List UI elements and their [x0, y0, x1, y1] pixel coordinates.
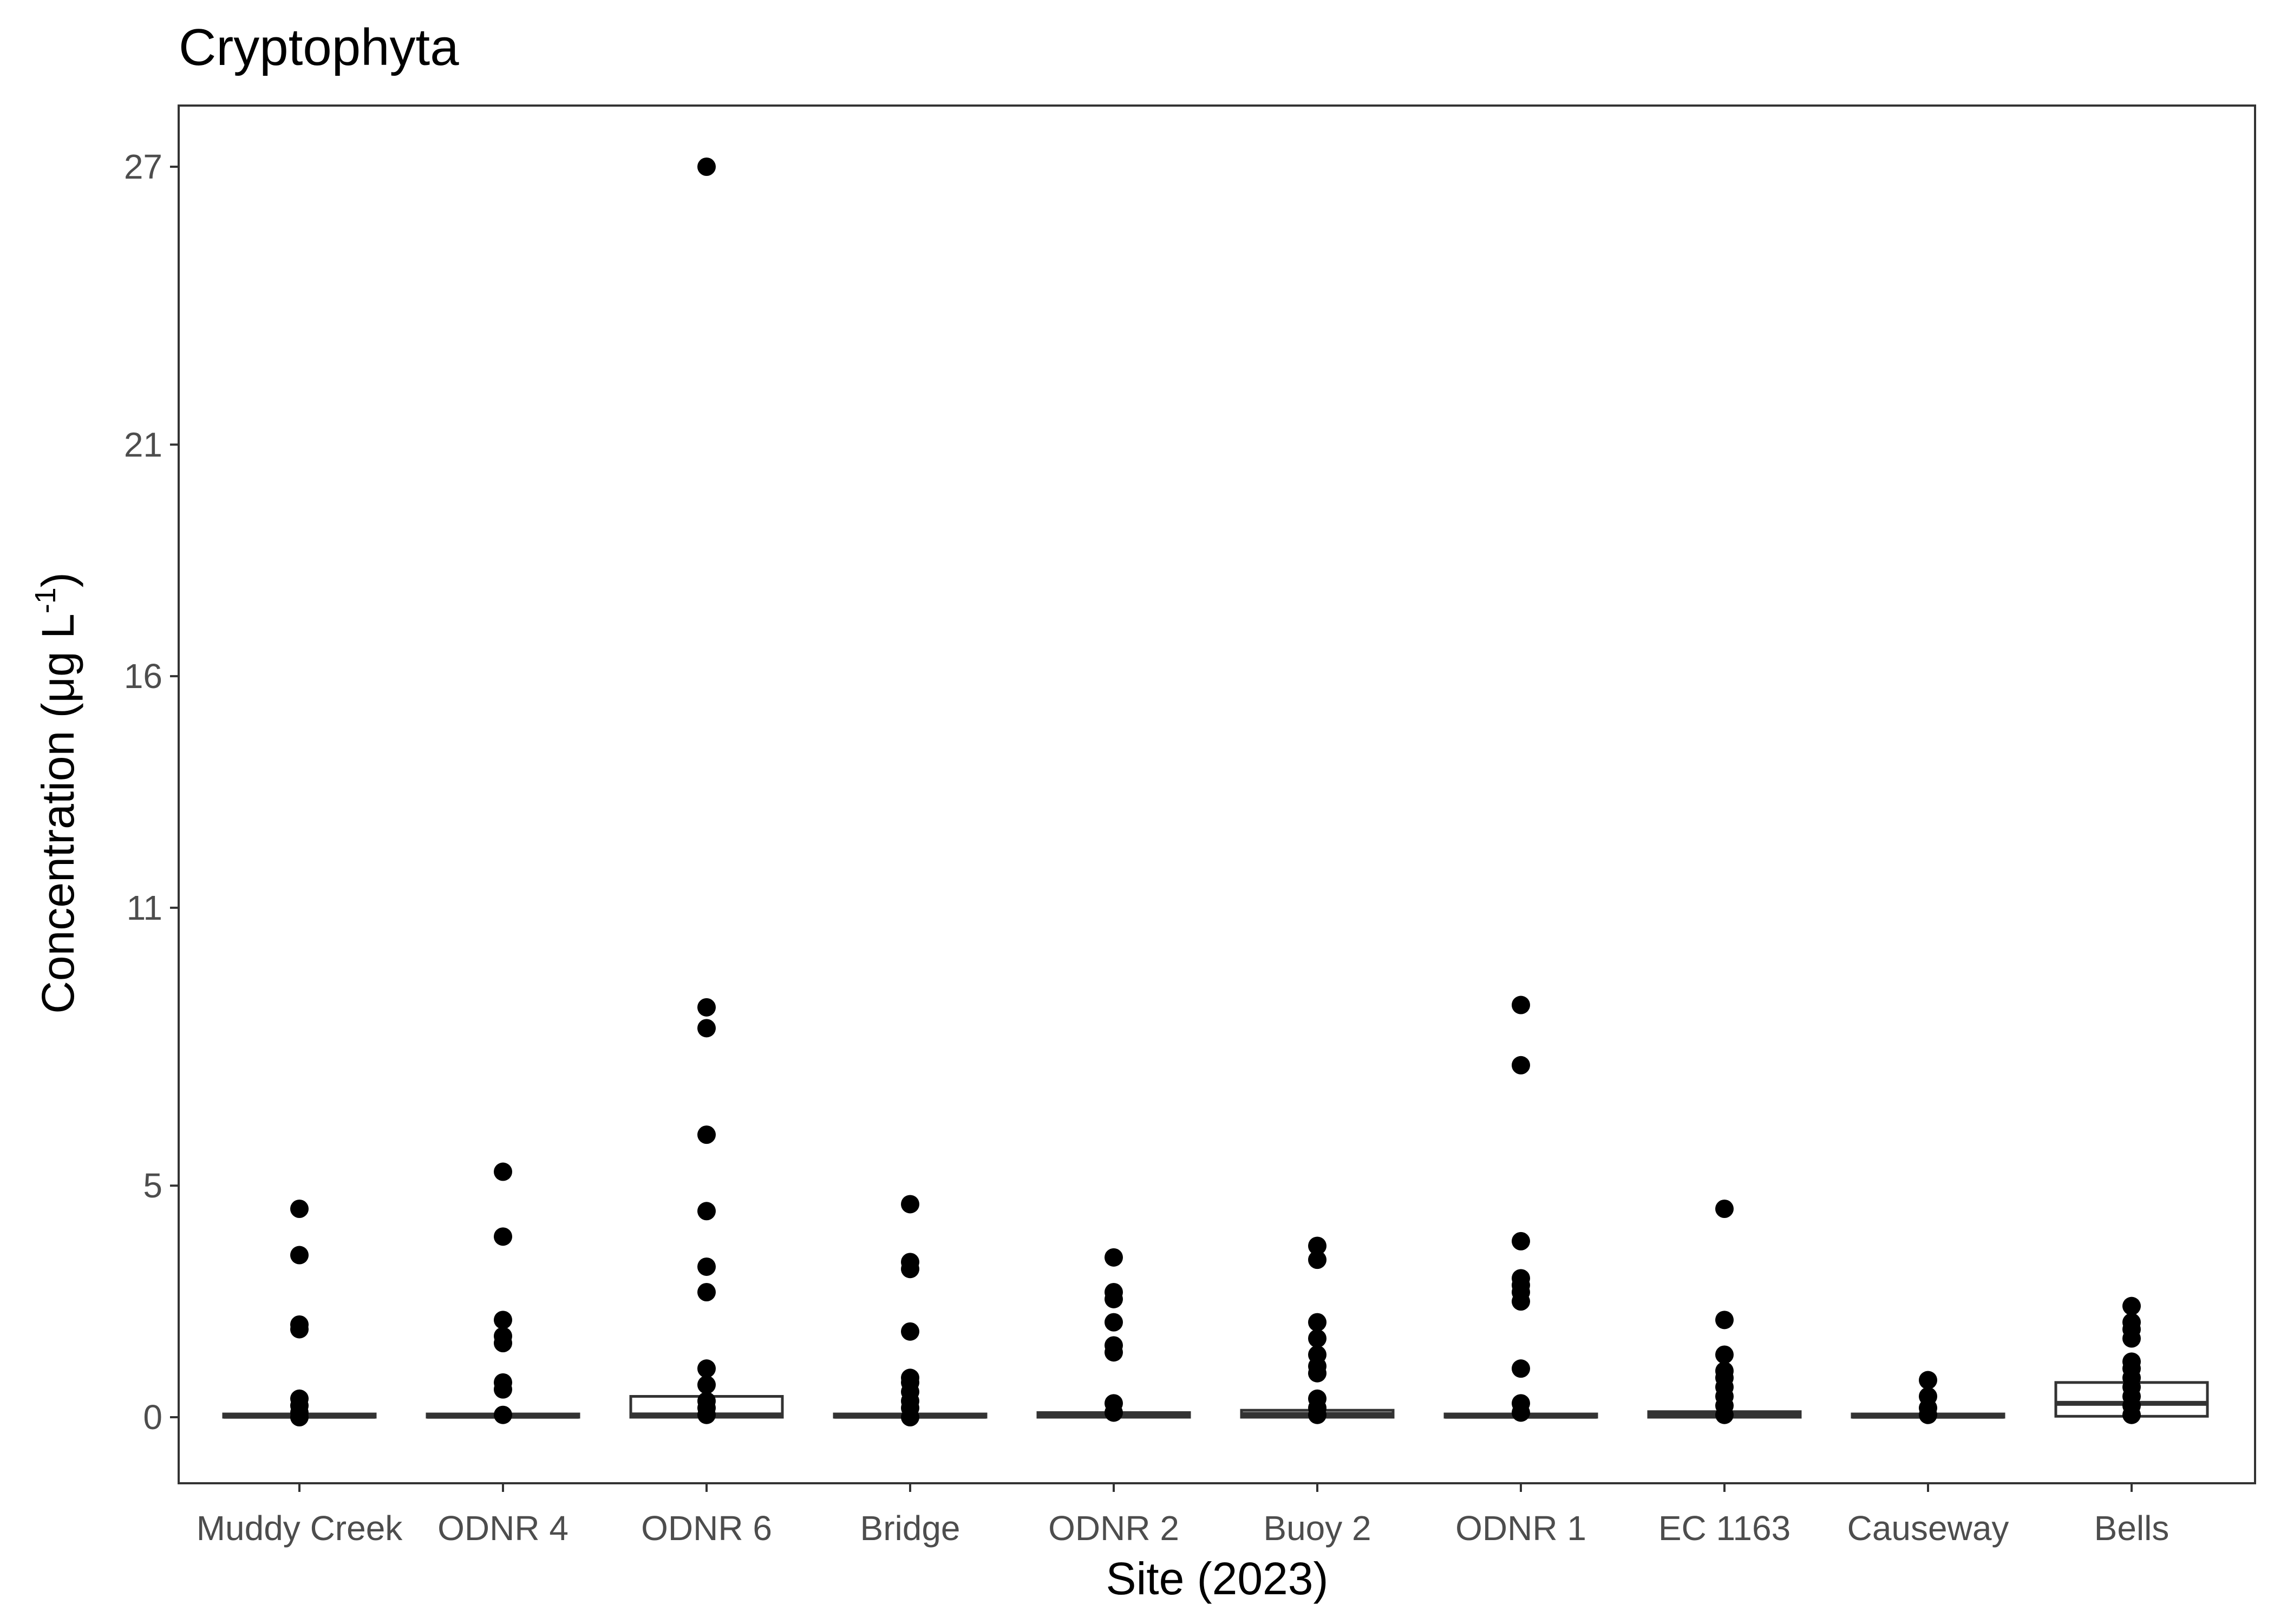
outlier-point	[697, 1392, 716, 1411]
outlier-point	[2122, 1313, 2141, 1332]
outlier-point	[1308, 1313, 1327, 1332]
y-tick-label: 11	[127, 888, 162, 927]
plot-panel-border	[178, 104, 2256, 1484]
outlier-point	[2122, 1352, 2141, 1371]
outlier-point	[1512, 996, 1530, 1014]
outlier-point	[1308, 1250, 1327, 1269]
outlier-point	[1105, 1248, 1123, 1267]
x-axis-title: Site (2023)	[1106, 1553, 1329, 1604]
box-series	[222, 1381, 2209, 1419]
outlier-point	[290, 1389, 309, 1408]
x-tick-label: Muddy Creek	[197, 1509, 403, 1548]
y-tick-label: 5	[143, 1166, 162, 1205]
outlier-point	[901, 1195, 919, 1214]
outlier-point	[1512, 1359, 1530, 1378]
outlier-point	[1105, 1394, 1123, 1413]
y-axis-title: Concentration (μg L-1)	[29, 572, 83, 1013]
chart-title: Cryptophyta	[179, 18, 459, 76]
x-axis: Muddy Creek ODNR 4 ODNR 6 Bridge ODNR 2 Buoy …	[197, 1483, 2170, 1548]
outlier-point	[494, 1405, 512, 1424]
outlier-point	[1715, 1361, 1734, 1380]
x-tick-label: Bells	[2094, 1509, 2170, 1548]
x-tick-label: ODNR 1	[1455, 1509, 1586, 1548]
outlier-point	[1715, 1345, 1734, 1364]
outlier-point	[1308, 1345, 1327, 1364]
outlier-point	[494, 1311, 512, 1330]
outlier-point	[1512, 1394, 1530, 1413]
outlier-point	[1105, 1336, 1123, 1355]
outlier-point	[1715, 1200, 1734, 1218]
outlier-point	[1308, 1236, 1327, 1255]
x-tick-label: ODNR 4	[437, 1509, 568, 1548]
outlier-point	[901, 1253, 919, 1272]
outlier-point	[697, 1125, 716, 1144]
outlier-point	[494, 1162, 512, 1181]
outlier-points	[290, 158, 2141, 1426]
outlier-point	[1105, 1313, 1123, 1332]
outlier-point	[901, 1322, 919, 1341]
outlier-point	[1512, 1269, 1530, 1288]
outlier-point	[494, 1327, 512, 1346]
outlier-point	[1308, 1329, 1327, 1348]
outlier-point	[1715, 1311, 1734, 1330]
outlier-point	[697, 158, 716, 176]
outlier-point	[901, 1368, 919, 1387]
outlier-point	[2122, 1296, 2141, 1315]
y-tick-label: 21	[124, 425, 162, 464]
y-tick-label: 16	[124, 657, 162, 696]
outlier-point	[1512, 1232, 1530, 1250]
outlier-point	[697, 1283, 716, 1301]
y-axis-title-superscript: -1	[29, 587, 62, 613]
y-tick-label: 27	[124, 147, 162, 186]
outlier-point	[290, 1200, 309, 1218]
outlier-point	[494, 1227, 512, 1246]
outlier-point	[697, 1257, 716, 1276]
y-axis: 0 5 11 16 21 27	[124, 147, 179, 1437]
outlier-point	[1105, 1283, 1123, 1301]
outlier-point	[1308, 1389, 1327, 1408]
outlier-point	[1919, 1387, 1937, 1406]
outlier-point	[494, 1373, 512, 1392]
x-tick-label: Buoy 2	[1263, 1509, 1371, 1548]
outlier-point	[697, 998, 716, 1017]
outlier-point	[1919, 1371, 1937, 1390]
outlier-point	[290, 1246, 309, 1265]
outlier-point	[290, 1315, 309, 1334]
y-axis-title-close: )	[32, 572, 83, 587]
y-axis-title-main: Concentration (μg L	[32, 613, 83, 1013]
x-tick-label: Causeway	[1847, 1509, 2009, 1548]
outlier-point	[697, 1359, 716, 1378]
x-tick-label: Bridge	[860, 1509, 960, 1548]
outlier-point	[697, 1019, 716, 1038]
x-tick-label: ODNR 6	[641, 1509, 772, 1548]
x-tick-label: EC 1163	[1658, 1509, 1791, 1548]
x-tick-label: ODNR 2	[1048, 1509, 1179, 1548]
outlier-point	[1512, 1056, 1530, 1075]
outlier-point	[697, 1202, 716, 1221]
y-tick-label: 0	[143, 1398, 162, 1437]
outlier-point	[697, 1376, 716, 1394]
